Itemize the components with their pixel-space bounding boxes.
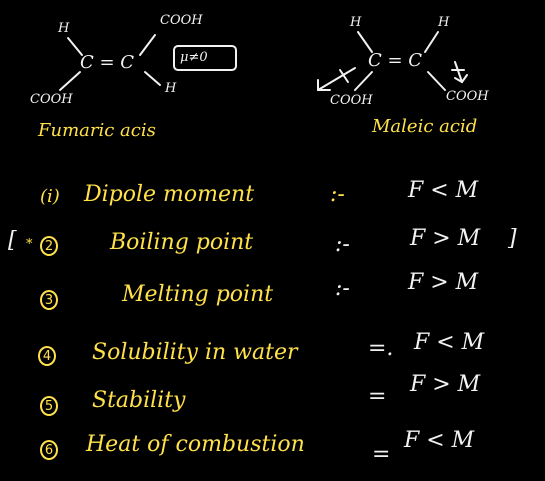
property-5-marker: 5 [40, 396, 58, 416]
maleic-h-left: H [350, 15, 362, 30]
maleic-name: Maleic acid [372, 116, 478, 137]
property-4-relation: F < M [414, 330, 485, 355]
property-4-marker: 4 [38, 346, 56, 366]
property-3-sep: :- [335, 276, 350, 301]
maleic-bond-h-right [424, 31, 439, 53]
property-1-relation: F < M [408, 178, 479, 203]
mu-box [173, 45, 237, 71]
dipole-arrow-left [317, 67, 356, 91]
property-2-relation: F > M [410, 226, 481, 251]
property-4-label: Solubility in water [92, 340, 298, 365]
property-5-label: Stability [92, 388, 186, 413]
maleic-bond-cooh-left [354, 71, 373, 91]
dipole-arrow-right [454, 61, 463, 83]
bracket-close: ] [508, 226, 517, 251]
property-6-relation: F < M [404, 428, 475, 453]
property-3-relation: F > M [408, 270, 479, 295]
maleic-bond-h-left [357, 31, 373, 53]
fumaric-name: Fumaric acis [38, 120, 156, 141]
property-3-label: Melting point [122, 282, 274, 307]
fumaric-h-bottom: H [165, 81, 177, 96]
fumaric-cooh-bottom: COOH [30, 92, 73, 107]
fumaric-bond-cooh-top [139, 34, 156, 56]
property-6-sep: = [372, 442, 391, 467]
fumaric-bond-h-top [67, 37, 83, 56]
property-4-sep: =. [368, 336, 394, 361]
property-2-label: Boiling point [110, 230, 254, 255]
property-5-relation: F > M [410, 372, 481, 397]
dipole-cross-left [339, 69, 349, 83]
fumaric-h-top: H [58, 21, 70, 36]
maleic-cooh-left: COOH [330, 93, 373, 108]
bracket-open: [ [8, 228, 17, 253]
dipole-arrowhead-right [454, 74, 468, 84]
property-1-label: Dipole moment [84, 182, 255, 207]
maleic-h-right: H [438, 15, 450, 30]
property-5-sep: = [368, 384, 387, 409]
property-1-sep: :- [330, 182, 345, 207]
property-6-marker: 6 [40, 440, 58, 460]
star-mark: * [26, 237, 33, 252]
fumaric-cooh-top: COOH [160, 13, 203, 28]
property-2-sep: :- [335, 232, 350, 257]
property-2-marker: 2 [40, 236, 58, 256]
property-3-marker: 3 [40, 290, 58, 310]
fumaric-bond-h-bottom [144, 71, 161, 86]
maleic-bond-cooh-right [427, 71, 446, 91]
dipole-arrowhead-left [317, 79, 331, 91]
maleic-c-eq-c: C = C [368, 50, 423, 71]
fumaric-c-eq-c: C = C [80, 52, 135, 73]
property-6-label: Heat of combustion [86, 432, 305, 457]
maleic-cooh-right: COOH [446, 89, 489, 104]
property-1-marker: (i) [40, 186, 60, 207]
fumaric-mu-label: μ≠0 [180, 50, 208, 65]
fumaric-bond-cooh-bottom [59, 71, 81, 91]
